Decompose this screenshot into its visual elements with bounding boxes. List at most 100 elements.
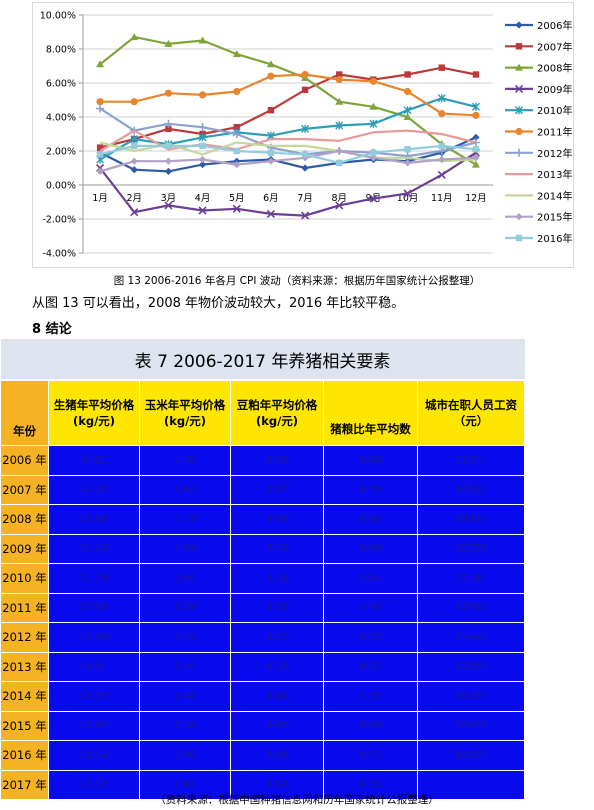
data-point	[515, 213, 523, 221]
data-point	[335, 97, 344, 105]
header-hog-price: 生猪年平均价格(kg/元)	[48, 379, 140, 446]
series-line	[99, 35, 477, 166]
data-point	[369, 154, 378, 162]
cell-corn: 2.40	[139, 651, 231, 682]
data-point	[404, 146, 411, 153]
data-point	[198, 123, 207, 132]
cell-ratio: 6.17	[323, 651, 418, 682]
pig-factors-table: 表 7 2006-2017 年养猪相关要素 年份 生猪年平均价格(kg/元) 玉…	[0, 339, 526, 800]
cell-soymeal: 2.33	[230, 445, 324, 476]
cell-hog: 8.52	[48, 445, 140, 476]
data-point	[472, 71, 480, 78]
data-point	[198, 36, 207, 44]
data-point	[335, 121, 344, 130]
cell-soymeal: 2.87	[230, 474, 324, 505]
data-point	[515, 127, 523, 136]
header-year: 年份	[0, 379, 49, 446]
cell-corn: 2.48	[139, 681, 231, 712]
data-point	[301, 86, 309, 93]
data-point	[369, 77, 378, 85]
row-year: 2017 年	[0, 769, 49, 800]
series-line	[99, 136, 477, 173]
table-source-caption: （资料来源：根据中国种猪信息网和历年国家统计公报整理）	[155, 794, 439, 806]
legend-label: 2008年	[537, 62, 572, 75]
header-pig-grain-ratio: 猪粮比年平均数	[323, 379, 418, 446]
cell-hog: 15.18	[48, 769, 140, 800]
data-point	[233, 147, 240, 155]
data-point	[403, 106, 412, 115]
data-point	[301, 211, 310, 220]
data-point	[301, 70, 309, 79]
row-year: 2006 年	[0, 445, 49, 476]
cell-ratio: 8.31	[323, 769, 418, 800]
header-corn-price: 玉米年平均价格(kg/元)	[139, 379, 231, 446]
data-point	[267, 149, 275, 156]
cell-hog: 11.48	[48, 533, 140, 564]
data-point	[403, 113, 412, 120]
cell-ratio: 5.35	[323, 681, 418, 712]
data-point	[165, 142, 172, 150]
x-tick-label: 1月	[92, 193, 108, 204]
data-point	[335, 76, 343, 84]
cell-wage: 56339	[416, 681, 526, 712]
cell-ratio: 9.57	[323, 740, 418, 771]
data-point	[336, 71, 343, 78]
data-point	[369, 119, 378, 128]
data-point	[96, 60, 105, 68]
header-urban-wage: 城市在职人员工资（元）	[416, 379, 526, 446]
table-row: 2009 年 11.48 1.69 3.48 6.80 32736	[0, 533, 526, 564]
data-point	[515, 234, 523, 242]
data-point	[301, 164, 309, 172]
y-tick-label: 4.00%	[46, 113, 76, 124]
cell-hog: 14.81	[48, 651, 140, 682]
row-year: 2009 年	[0, 533, 49, 564]
table-row: 2017 年 15.18 1.81 3.18 8.31	[0, 769, 526, 800]
data-point	[301, 124, 310, 133]
cell-wage: 47593	[416, 622, 526, 653]
data-point	[232, 50, 241, 58]
data-point	[96, 151, 104, 158]
series-line	[99, 97, 477, 161]
data-point	[438, 64, 445, 71]
cell-soymeal: 4.23	[230, 651, 324, 682]
row-year: 2012 年	[0, 622, 49, 653]
legend-label: 2014年	[537, 189, 572, 202]
cell-corn: 1.62	[139, 474, 231, 505]
cell-soymeal: 2.83	[230, 740, 324, 771]
table-row: 2012 年 15.04 2.45 3.77 6.25 47593	[0, 622, 526, 653]
data-point	[267, 107, 275, 114]
data-point	[437, 170, 446, 179]
data-point	[131, 142, 138, 150]
cell-soymeal: 3.32	[230, 592, 324, 623]
data-point	[403, 189, 412, 198]
data-point	[198, 133, 207, 142]
cell-corn: 1.81	[139, 769, 231, 800]
data-point	[515, 21, 523, 29]
legend-label: 2009年	[537, 83, 572, 96]
cell-corn: 1.73	[139, 504, 231, 535]
row-year: 2015 年	[0, 710, 49, 741]
data-point	[130, 33, 139, 41]
x-tick-label: 5月	[229, 193, 245, 204]
y-tick-label: -4.00%	[42, 249, 76, 260]
table-row: 2013 年 14.81 2.40 4.23 6.17 52388	[0, 651, 526, 682]
x-tick-label: 6月	[263, 193, 279, 204]
data-point	[198, 161, 207, 169]
legend-label: 2011年	[537, 126, 572, 139]
row-year: 2011 年	[0, 592, 49, 623]
data-point	[472, 133, 480, 141]
data-point	[515, 106, 523, 115]
legend-label: 2010年	[537, 104, 572, 117]
cell-ratio: 6.80	[323, 533, 418, 564]
data-point	[130, 98, 138, 106]
y-tick-label: 8.00%	[46, 45, 76, 56]
data-point	[96, 98, 104, 106]
data-point	[472, 111, 480, 119]
row-year: 2007 年	[0, 474, 49, 505]
cell-ratio: 6.60	[323, 710, 418, 741]
data-point	[233, 124, 240, 131]
table-row: 2008 年 15.03 1.73 3.95 8.82 29229	[0, 504, 526, 535]
cell-wage: 37147	[416, 563, 526, 594]
data-point	[370, 149, 377, 156]
y-tick-label: 10.00%	[40, 11, 76, 22]
